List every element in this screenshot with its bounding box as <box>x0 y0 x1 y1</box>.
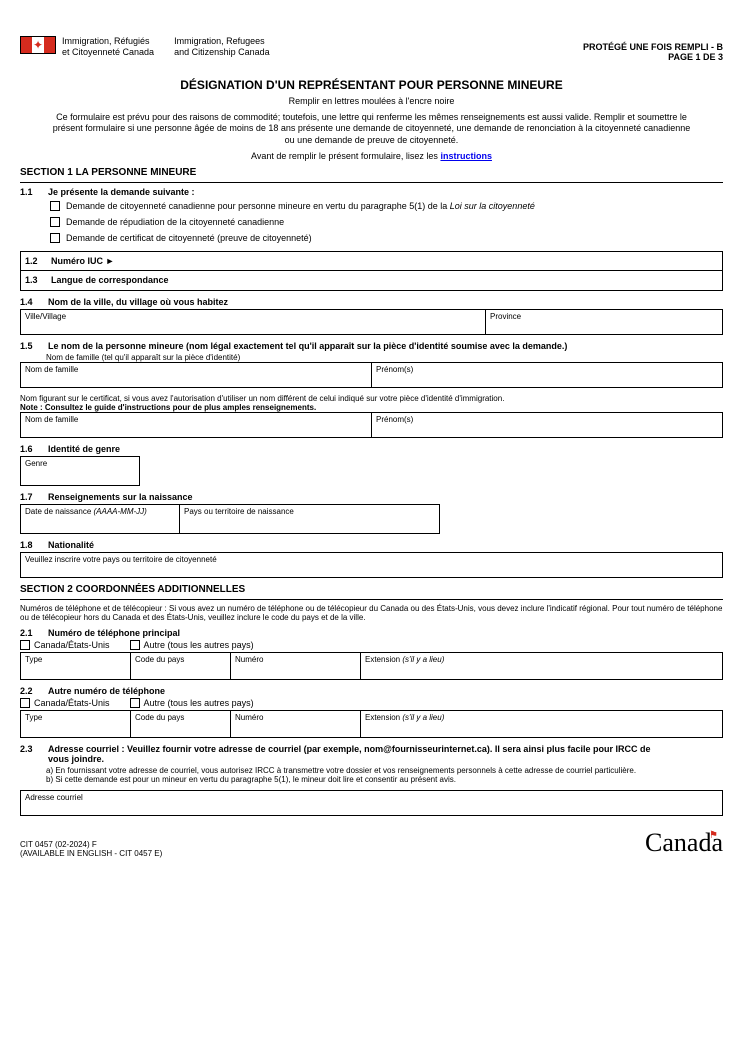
dept-fr-1: Immigration, Réfugiés <box>62 36 150 46</box>
citizenship-field[interactable]: Veuillez inscrire votre pays ou territoi… <box>20 552 723 578</box>
canada-wordmark: Canada⚑ <box>645 828 723 858</box>
q2-2-num: 2.2 <box>20 686 42 696</box>
checkbox-5-1[interactable] <box>50 201 60 211</box>
dept-en-1: Immigration, Refugees <box>174 36 265 46</box>
dob-field[interactable]: Date de naissance (AAAA-MM-JJ) <box>20 504 180 534</box>
phone-table-2: Type Code du pays Numéro Extension (s'il… <box>20 710 723 738</box>
department-names: Immigration, Réfugiés et Citoyenneté Can… <box>62 36 270 58</box>
dept-fr-2: et Citoyenneté Canada <box>62 47 154 57</box>
form-title: DÉSIGNATION D'UN REPRÉSENTANT POUR PERSO… <box>20 78 723 92</box>
cb-other-1[interactable] <box>130 640 140 650</box>
q1-5-num: 1.5 <box>20 341 42 351</box>
q1-6-num: 1.6 <box>20 444 42 454</box>
q1-7-label: Renseignements sur la naissance <box>48 492 193 502</box>
phone1-num[interactable]: Numéro <box>231 653 361 679</box>
form-intro: Ce formulaire est prévu pour des raisons… <box>52 112 692 147</box>
q1-2-num: 1.2 <box>25 256 47 266</box>
page-footer: CIT 0457 (02-2024) F (AVAILABLE IN ENGLI… <box>20 828 723 858</box>
opt-proof: Demande de certificat de citoyenneté (pr… <box>66 233 312 243</box>
q1-7-num: 1.7 <box>20 492 42 502</box>
checkbox-proof[interactable] <box>50 233 60 243</box>
q1-4-num: 1.4 <box>20 297 42 307</box>
note-b: b) Si cette demande est pour un mineur e… <box>46 775 723 784</box>
birth-country-field[interactable]: Pays ou territoire de naissance <box>180 504 440 534</box>
q1-4-label: Nom de la ville, du village où vous habi… <box>48 297 228 307</box>
phone1-ext[interactable]: Extension (s'il y a lieu) <box>361 653 722 679</box>
q2-1-label: Numéro de téléphone principal <box>48 628 180 638</box>
opt-5-1: Demande de citoyenneté canadienne pour p… <box>66 201 535 211</box>
instructions-link[interactable]: instructions <box>440 151 492 161</box>
phone2-code[interactable]: Code du pays <box>131 711 231 737</box>
q1-3-label: Langue de correspondance <box>51 275 169 285</box>
cb-other-2[interactable] <box>130 698 140 708</box>
s2-intro: Numéros de téléphone et de télécopieur :… <box>20 604 723 622</box>
given-name-2[interactable]: Prénom(s) <box>372 412 723 438</box>
q1-5-hint: Nom de famille (tel qu'il apparaît sur l… <box>46 353 723 362</box>
given-name-1[interactable]: Prénom(s) <box>372 362 723 388</box>
phone1-code[interactable]: Code du pays <box>131 653 231 679</box>
form-avail: (AVAILABLE IN ENGLISH - CIT 0457 E) <box>20 849 162 858</box>
email-field[interactable]: Adresse courriel <box>20 790 723 816</box>
phone2-num[interactable]: Numéro <box>231 711 361 737</box>
q1-1-label: Je présente la demande suivante : <box>48 187 195 197</box>
q2-2-label: Autre numéro de téléphone <box>48 686 165 696</box>
q2-1-num: 2.1 <box>20 628 42 638</box>
q1-8-num: 1.8 <box>20 540 42 550</box>
phone1-type[interactable]: Type <box>21 653 131 679</box>
q1-8-label: Nationalité <box>48 540 94 550</box>
q2-3-label: Adresse courriel : Veuillez fournir votr… <box>48 744 650 764</box>
family-name-2[interactable]: Nom de famille <box>20 412 372 438</box>
dept-en-2: and Citizenship Canada <box>174 47 270 57</box>
province-field[interactable]: Province <box>486 309 723 335</box>
checkbox-repudiation[interactable] <box>50 217 60 227</box>
q1-5-label: Le nom de la personne mineure (nom légal… <box>48 341 567 351</box>
canada-flag-icon: ✦ <box>20 36 56 54</box>
instructions-pre: Avant de remplir le présent formulaire, … <box>251 151 438 161</box>
opt-repudiation: Demande de répudiation de la citoyenneté… <box>66 217 284 227</box>
phone-table-1: Type Code du pays Numéro Extension (s'il… <box>20 652 723 680</box>
section2-heading: SECTION 2 COORDONNÉES ADDITIONNELLES <box>20 584 723 595</box>
q1-6-label: Identité de genre <box>48 444 120 454</box>
q1-3-num: 1.3 <box>25 275 47 285</box>
gender-field[interactable]: Genre <box>20 456 140 486</box>
phone2-ext[interactable]: Extension (s'il y a lieu) <box>361 711 722 737</box>
family-name-1[interactable]: Nom de famille <box>20 362 372 388</box>
note-a: a) En fournissant votre adresse de courr… <box>46 766 723 775</box>
q1-5b: Nom figurant sur le certificat, si vous … <box>20 394 723 403</box>
q2-3-num: 2.3 <box>20 744 42 754</box>
cb-canada-1[interactable] <box>20 640 30 650</box>
q1-5-note: Note : Consultez le guide d'instructions… <box>20 403 723 412</box>
cb-canada-2[interactable] <box>20 698 30 708</box>
form-subtitle: Remplir en lettres moulées à l'encre noi… <box>20 96 723 106</box>
city-field[interactable]: Ville/Village <box>20 309 486 335</box>
form-code: CIT 0457 (02-2024) F <box>20 840 97 849</box>
section1-heading: SECTION 1 LA PERSONNE MINEURE <box>20 167 723 178</box>
q1-1-num: 1.1 <box>20 187 42 197</box>
phone2-type[interactable]: Type <box>21 711 131 737</box>
q1-2-label: Numéro IUC ► <box>51 256 114 266</box>
